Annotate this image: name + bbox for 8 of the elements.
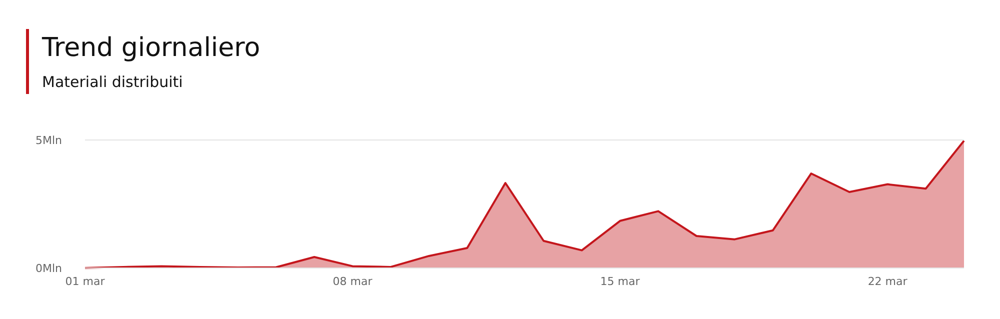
x-tick-label: 22 mar (868, 275, 908, 288)
y-tick-label: 0Mln (35, 262, 62, 275)
x-tick-label: 01 mar (65, 275, 106, 288)
x-tick-label: 15 mar (600, 275, 640, 288)
chart-title: Trend giornaliero (41, 33, 260, 63)
y-tick-label: 5Mln (35, 134, 62, 147)
chart-subtitle: Materiali distribuiti (42, 73, 183, 91)
x-tick-label: 08 mar (332, 275, 373, 288)
